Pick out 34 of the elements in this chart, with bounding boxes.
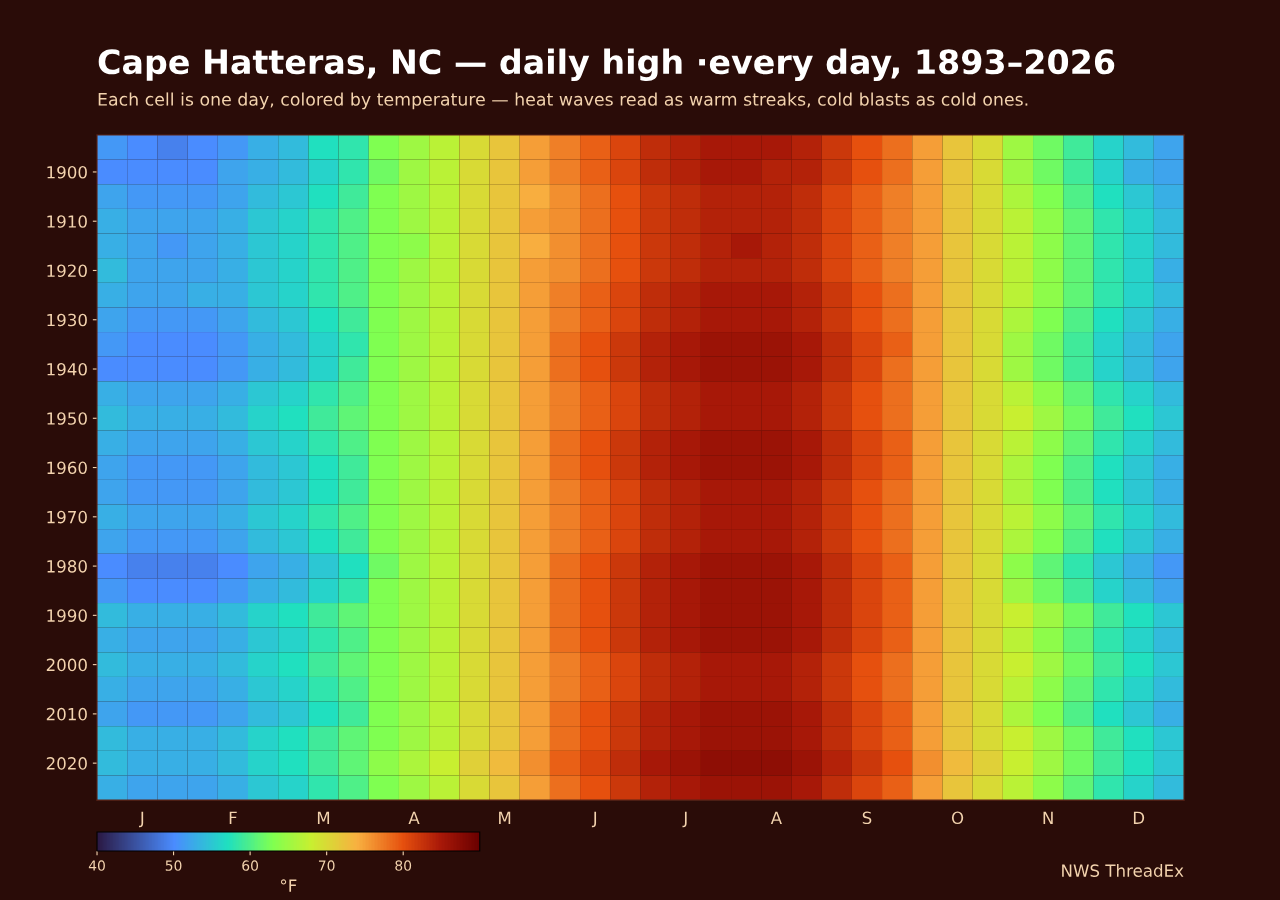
y-tick-label: 1970 bbox=[47, 510, 87, 524]
x-tick-label: O bbox=[951, 811, 964, 825]
text: NWS ThreadEx bbox=[1062, 864, 1184, 877]
y-tick-label: 1950 bbox=[47, 412, 87, 425]
color-bar-label: 80 bbox=[395, 860, 412, 871]
y-tick-label: 2000 bbox=[46, 658, 87, 672]
color-bar-label: 50 bbox=[165, 860, 182, 871]
x-tick-label: A bbox=[408, 811, 420, 824]
y-tick-label: 2020 bbox=[46, 757, 87, 770]
y-tick-label: 1980 bbox=[47, 560, 87, 573]
x-tick-label: M bbox=[317, 811, 330, 824]
color-bar-label: 60 bbox=[242, 860, 259, 871]
color-bar-label: 70 bbox=[318, 860, 335, 871]
y-tick-label: 1990 bbox=[47, 609, 87, 622]
x-tick-label: M bbox=[499, 811, 511, 824]
y-tick-label: 1900 bbox=[47, 165, 87, 179]
y-tick-label: 1940 bbox=[47, 362, 87, 376]
y-tick-label: 1960 bbox=[47, 461, 87, 475]
x-tick-label: D bbox=[1133, 811, 1145, 824]
x-tick-label: A bbox=[770, 811, 782, 824]
x-tick-label: S bbox=[862, 811, 872, 825]
y-tick-label: 2010 bbox=[46, 707, 87, 721]
x-tick-label: J bbox=[591, 811, 597, 828]
x-tick-label: F bbox=[229, 811, 237, 824]
x-tick-label: J bbox=[682, 811, 687, 828]
color-bar-title: °F bbox=[281, 879, 297, 892]
x-tick-label: N bbox=[1043, 811, 1053, 824]
y-tick-label: 1920 bbox=[47, 264, 87, 278]
chart-subtitle: Each cell is one day, colored by temperature — heat waves read as warm streaks, cold blasts as cold ones. bbox=[98, 92, 1028, 110]
chart-title: Cape Hatteras, NC — daily high ·every day, 1893–2026 bbox=[98, 48, 1115, 82]
y-tick-label: 1930 bbox=[47, 313, 87, 327]
x-tick-label: J bbox=[138, 811, 144, 828]
color-bar-label: 40 bbox=[88, 860, 105, 871]
y-tick-label: 1910 bbox=[47, 215, 87, 228]
